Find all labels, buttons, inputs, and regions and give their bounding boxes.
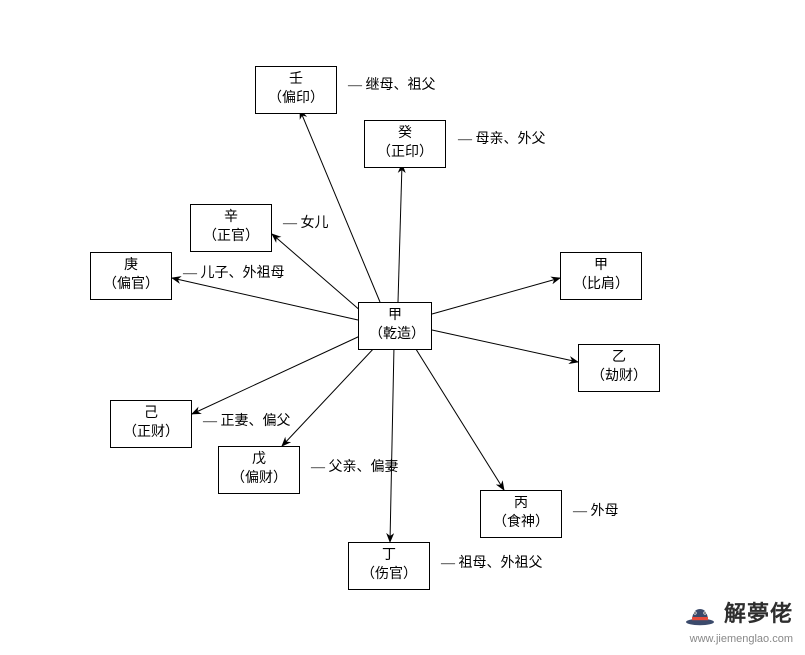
edge-wu (282, 346, 376, 446)
node-main: 庚 (101, 257, 161, 276)
edge-ding (390, 346, 394, 542)
node-main: 辛 (201, 209, 261, 228)
bazi-relation-diagram: 甲 （乾造） 壬（偏印）癸（正印）辛（正官）庚（偏官）甲（比肩）乙（劫财）己（正… (0, 0, 805, 655)
node-main: 己 (121, 405, 181, 424)
node-main: 乙 (589, 349, 649, 368)
node-sub: （正印） (375, 144, 435, 163)
node-main: 丁 (359, 547, 419, 566)
node-sub: （正财） (121, 424, 181, 443)
node-sub: （偏官） (101, 276, 161, 295)
watermark-url: www.jiemenglao.com (684, 633, 793, 645)
node-jia: 甲（比肩） (560, 252, 642, 300)
node-xin: 辛（正官） (190, 204, 272, 252)
node-sub: （伤官） (359, 566, 419, 585)
node-wu: 戊（偏财） (218, 446, 300, 494)
node-main: 甲 (571, 257, 631, 276)
label-ren: — 继母、祖父 (348, 74, 436, 94)
label-bing: — 外母 (573, 500, 619, 520)
node-ji: 己（正财） (110, 400, 192, 448)
node-sub: （比肩） (571, 276, 631, 295)
node-main: 甲 (369, 307, 421, 326)
edge-bing (414, 346, 504, 490)
node-ding: 丁（伤官） (348, 542, 430, 590)
label-geng: — 儿子、外祖母 (183, 262, 285, 282)
node-main: 丙 (491, 495, 551, 514)
node-main: 癸 (375, 125, 435, 144)
node-yi: 乙（劫财） (578, 344, 660, 392)
node-main: 戊 (229, 451, 289, 470)
hat-icon (684, 602, 716, 633)
label-gui: — 母亲、外父 (458, 128, 546, 148)
label-wu: — 父亲、偏妻 (311, 456, 399, 476)
watermark: 解夢佬 www.jiemenglao.com (684, 596, 793, 645)
edge-ji (192, 336, 360, 414)
watermark-brand: 解夢佬 (724, 601, 793, 626)
node-bing: 丙（食神） (480, 490, 562, 538)
node-sub: （偏财） (229, 470, 289, 489)
node-sub: （劫财） (589, 368, 649, 387)
node-sub: （乾造） (369, 326, 421, 345)
edge-gui (398, 164, 402, 302)
node-ren: 壬（偏印） (255, 66, 337, 114)
node-sub: （正官） (201, 228, 261, 247)
edge-jia (432, 278, 560, 314)
node-main: 壬 (266, 71, 326, 90)
label-ji: — 正妻、偏父 (203, 410, 291, 430)
label-xin: — 女儿 (283, 212, 329, 232)
node-geng: 庚（偏官） (90, 252, 172, 300)
node-gui: 癸（正印） (364, 120, 446, 168)
edge-yi (432, 330, 578, 362)
label-ding: — 祖母、外祖父 (441, 552, 543, 572)
node-sub: （偏印） (266, 90, 326, 109)
node-center: 甲 （乾造） (358, 302, 432, 350)
edge-xin (272, 234, 362, 312)
node-sub: （食神） (491, 514, 551, 533)
edge-geng (172, 278, 358, 320)
